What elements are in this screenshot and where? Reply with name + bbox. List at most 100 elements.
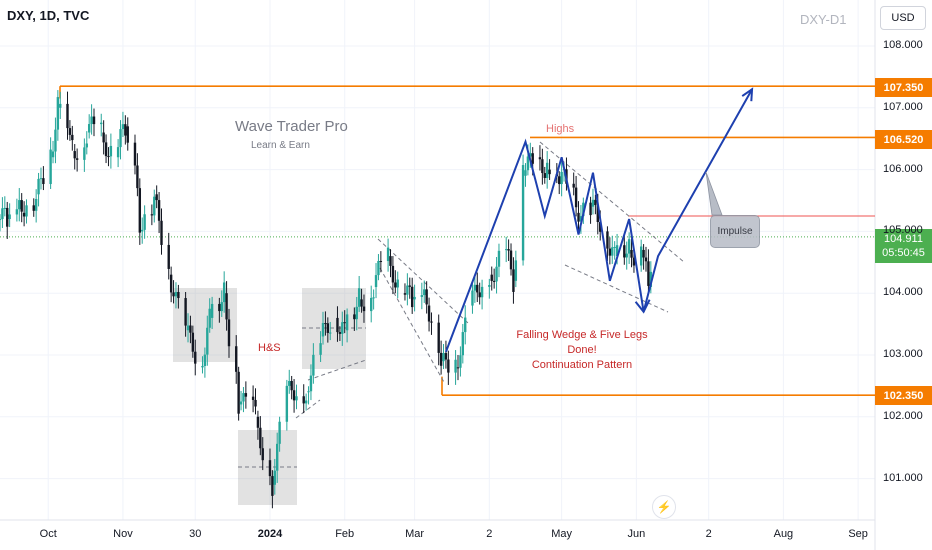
candle-body: [68, 128, 72, 135]
time-tick-label: Sep: [848, 528, 868, 540]
candle-body: [59, 103, 62, 108]
candle-body: [370, 297, 373, 312]
candle-body: [37, 178, 40, 195]
price-tick-label: 102.000: [883, 409, 923, 422]
candle-body: [85, 143, 88, 148]
candle-body: [138, 188, 142, 233]
impulse-callout[interactable]: Impulse: [710, 215, 760, 248]
time-tick-label: 2: [486, 528, 493, 540]
candle-body: [32, 205, 35, 211]
candle-body: [141, 229, 144, 232]
candle-body: [321, 323, 325, 337]
channel-line: [295, 399, 321, 419]
currency-button[interactable]: USD: [880, 6, 926, 30]
candle-body: [34, 198, 38, 211]
candle-body: [471, 290, 474, 306]
price-label-102350: 102.350: [875, 386, 932, 405]
candle-body: [54, 129, 57, 152]
candle-body: [1, 208, 4, 220]
candle-body: [423, 289, 426, 296]
candle-body: [157, 200, 161, 221]
candle-body: [507, 249, 510, 251]
candle-body: [167, 244, 170, 269]
candle-body: [319, 343, 322, 355]
candle-body: [406, 285, 409, 295]
candle-body: [360, 299, 363, 307]
flash-icon[interactable]: ⚡: [652, 495, 676, 519]
candle-body: [464, 317, 467, 333]
candle-body: [574, 187, 578, 208]
candle-body: [42, 178, 45, 185]
candle-body: [649, 271, 653, 288]
candle-body: [254, 399, 257, 407]
candle-body: [611, 247, 614, 256]
candle-body: [396, 279, 399, 288]
candle-body: [119, 129, 122, 148]
candle-body: [326, 323, 330, 333]
candle-body: [647, 261, 650, 286]
candle-body: [136, 165, 139, 189]
candle-body: [497, 250, 501, 267]
candle-body: [87, 124, 91, 133]
candle-body: [408, 285, 411, 287]
candle-body: [509, 250, 513, 270]
candle-body: [244, 393, 248, 397]
candle-body: [92, 116, 96, 125]
candle-body: [454, 359, 457, 373]
candle-body: [273, 470, 276, 485]
candle-body: [309, 375, 313, 392]
candle-body: [107, 156, 110, 158]
candle-body: [480, 286, 484, 298]
candle-body: [413, 296, 416, 300]
candle-body: [155, 194, 158, 201]
candle-body: [372, 297, 375, 299]
candle-body: [143, 214, 146, 230]
candle-body: [288, 380, 291, 386]
candle-body: [329, 332, 332, 334]
candle-body: [220, 302, 223, 312]
price-tick-label: 106.000: [883, 162, 923, 175]
candle-body: [596, 205, 599, 223]
highs-label: Highs: [546, 123, 575, 135]
candle-body: [121, 124, 125, 130]
candle-body: [338, 332, 342, 334]
candle-body: [545, 162, 549, 178]
candle-body: [25, 205, 28, 217]
candle-body: [39, 178, 43, 180]
candle-body: [256, 416, 260, 428]
candle-body: [222, 282, 226, 303]
candle-body: [194, 351, 197, 364]
current-price-value: 104.911: [884, 233, 923, 245]
current-price-label: 104.911 05:50:45: [875, 229, 932, 263]
candle-body: [83, 147, 86, 160]
candle-body: [526, 156, 530, 171]
candle-body: [20, 200, 23, 212]
candle-body: [488, 285, 491, 287]
candle-body: [478, 292, 481, 298]
candle-body: [174, 291, 178, 297]
candle-body: [3, 207, 7, 209]
candle-body: [615, 245, 619, 257]
candle-body: [355, 306, 358, 320]
candle-body: [276, 443, 279, 471]
candle-body: [524, 170, 527, 176]
candle-body: [608, 248, 612, 256]
candle-body: [66, 103, 69, 129]
candle-body: [623, 245, 626, 258]
candle-body: [189, 325, 192, 333]
candle-body: [271, 476, 274, 496]
channel-line: [307, 359, 367, 381]
channel-line: [377, 238, 469, 324]
chart-watermark: DXY-D1: [800, 12, 847, 27]
candle-body: [290, 380, 293, 391]
candle-body: [461, 332, 465, 356]
candle-body: [227, 319, 231, 347]
candle-body: [560, 171, 563, 185]
bar-countdown: 05:50:45: [882, 247, 925, 259]
candle-body: [627, 239, 631, 254]
candle-body: [169, 274, 173, 293]
candle-body: [343, 322, 346, 324]
candle-body: [589, 202, 592, 216]
candle-body: [126, 126, 129, 143]
